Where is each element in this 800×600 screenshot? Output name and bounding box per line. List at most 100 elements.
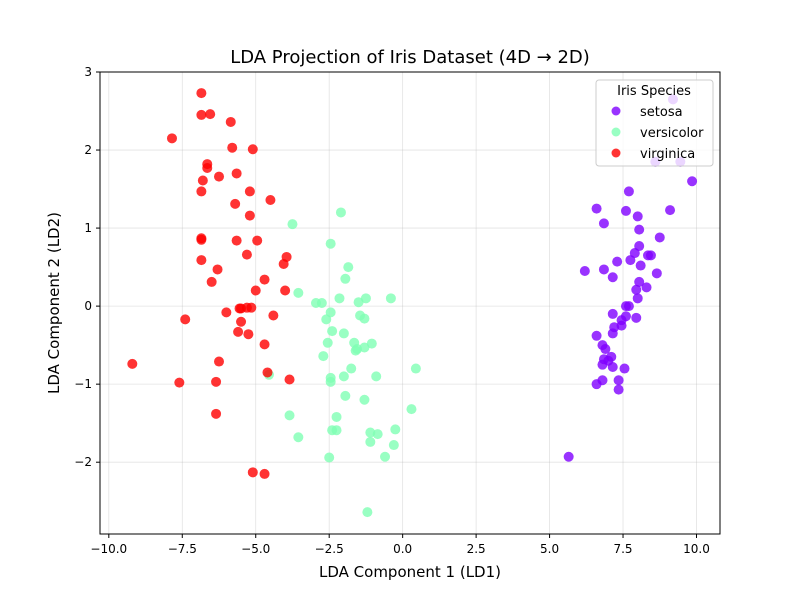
point-versicolor [338, 328, 349, 339]
point-setosa [607, 361, 618, 372]
point-virginica [252, 235, 263, 246]
x-tick-label: −5.0 [241, 542, 270, 556]
legend-label-setosa: setosa [640, 105, 683, 120]
point-versicolor [325, 376, 336, 387]
point-versicolor [390, 424, 401, 435]
legend-title: Iris Species [617, 84, 691, 99]
legend: Iris Species setosa versicolor virginica [595, 79, 714, 167]
point-setosa [620, 205, 631, 216]
point-setosa [619, 363, 630, 374]
point-virginica [247, 144, 258, 155]
point-virginica [205, 109, 216, 120]
point-virginica [196, 88, 207, 99]
x-tick-label: −2.5 [315, 542, 344, 556]
x-tick-label: 7.5 [613, 542, 632, 556]
point-virginica [250, 285, 261, 296]
point-virginica [214, 356, 225, 367]
point-setosa [651, 268, 662, 279]
point-setosa [645, 250, 656, 261]
point-setosa [631, 312, 642, 323]
point-virginica [278, 258, 289, 269]
point-virginica [206, 276, 217, 287]
point-versicolor [385, 293, 396, 304]
point-virginica [166, 133, 177, 144]
point-versicolor [406, 404, 417, 415]
point-setosa [632, 293, 643, 304]
point-versicolor [324, 452, 335, 463]
point-setosa [607, 328, 618, 339]
point-virginica [259, 339, 270, 350]
point-versicolor [325, 238, 336, 249]
point-virginica [241, 249, 252, 260]
point-setosa [687, 176, 698, 187]
point-versicolor [380, 451, 391, 462]
point-virginica [211, 376, 222, 387]
point-virginica [244, 186, 255, 197]
point-versicolor [388, 440, 399, 451]
x-tick-label: −7.5 [168, 542, 197, 556]
axis-ticks: −10.0 −7.5 −5.0 −2.5 0.0 2.5 5.0 7.5 10.0 −2 −1 0 1 2… [74, 65, 710, 556]
point-versicolor [365, 436, 376, 447]
point-virginica [227, 142, 238, 153]
x-tick-label: 5.0 [540, 542, 559, 556]
legend-label-virginica: virginica [640, 147, 695, 162]
point-setosa [591, 203, 602, 214]
point-virginica [233, 326, 244, 337]
point-versicolor [350, 345, 361, 356]
point-setosa [607, 272, 618, 283]
point-virginica [284, 374, 295, 385]
point-virginica [234, 303, 245, 314]
point-setosa [598, 218, 609, 229]
point-versicolor [284, 410, 295, 421]
legend-label-versicolor: versicolor [640, 126, 704, 141]
point-setosa [607, 308, 618, 319]
point-versicolor [335, 207, 346, 218]
point-virginica [180, 314, 191, 325]
point-versicolor [343, 262, 354, 273]
point-setosa [632, 211, 643, 222]
point-setosa [654, 232, 665, 243]
data-points [127, 88, 698, 518]
point-versicolor [359, 342, 370, 353]
y-tick-label: 1 [84, 221, 92, 235]
point-setosa [665, 205, 676, 216]
point-versicolor [410, 363, 421, 374]
point-virginica [196, 109, 207, 120]
point-virginica [221, 307, 232, 318]
point-setosa [641, 282, 652, 293]
point-virginica [231, 168, 242, 179]
point-setosa [623, 186, 634, 197]
legend-marker-versicolor [611, 127, 621, 137]
point-virginica [236, 316, 247, 327]
point-virginica [231, 235, 242, 246]
x-tick-label: −10.0 [90, 542, 127, 556]
point-virginica [243, 329, 254, 340]
y-tick-label: 0 [84, 299, 92, 313]
point-versicolor [287, 219, 298, 230]
point-virginica [212, 264, 223, 275]
legend-marker-setosa [611, 106, 621, 116]
point-versicolor [331, 425, 342, 436]
point-setosa [563, 451, 574, 462]
point-virginica [230, 198, 241, 209]
x-axis-title: LDA Component 1 (LD1) [319, 563, 501, 581]
point-versicolor [293, 287, 304, 298]
point-versicolor [322, 337, 333, 348]
point-virginica [246, 302, 257, 313]
legend-box [595, 79, 714, 167]
point-virginica [214, 171, 225, 182]
point-versicolor [359, 313, 370, 324]
y-tick-label: 3 [84, 65, 92, 79]
point-virginica [259, 274, 270, 285]
point-virginica [211, 408, 222, 419]
point-virginica [197, 175, 208, 186]
point-versicolor [321, 314, 332, 325]
y-axis-title: LDA Component 2 (LD2) [45, 212, 63, 394]
point-virginica [202, 162, 213, 173]
point-setosa [634, 276, 645, 287]
point-versicolor [340, 273, 351, 284]
point-virginica [265, 194, 276, 205]
point-virginica [174, 377, 185, 388]
point-virginica [225, 116, 236, 127]
